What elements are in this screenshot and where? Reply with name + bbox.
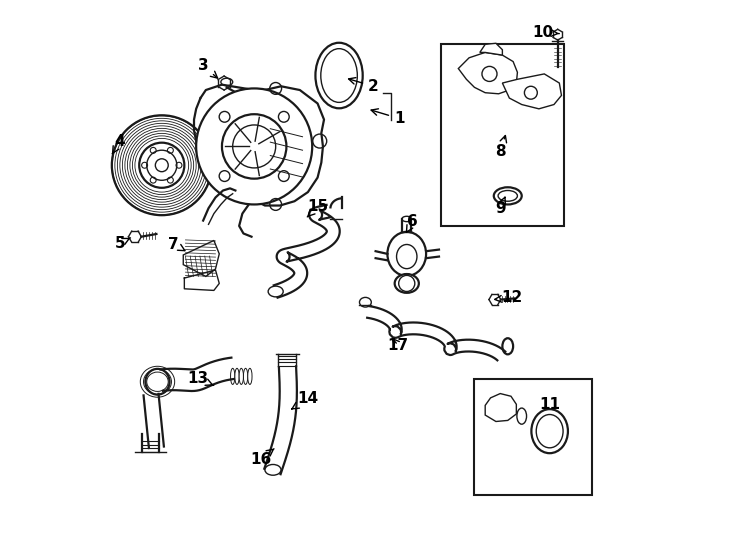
Text: 3: 3 xyxy=(198,58,217,78)
Text: 10: 10 xyxy=(533,25,559,40)
Ellipse shape xyxy=(265,464,281,475)
Text: 13: 13 xyxy=(187,371,214,386)
Ellipse shape xyxy=(235,368,239,384)
Polygon shape xyxy=(480,43,502,55)
Text: 14: 14 xyxy=(292,392,319,409)
Ellipse shape xyxy=(388,232,426,276)
Text: 2: 2 xyxy=(349,78,379,94)
Text: 9: 9 xyxy=(495,197,506,215)
Bar xyxy=(441,44,564,226)
Ellipse shape xyxy=(230,368,235,384)
Text: 6: 6 xyxy=(407,214,418,232)
Ellipse shape xyxy=(502,338,513,354)
Ellipse shape xyxy=(531,409,568,453)
Text: 11: 11 xyxy=(539,397,560,412)
Ellipse shape xyxy=(248,368,252,384)
Ellipse shape xyxy=(239,368,244,384)
Circle shape xyxy=(196,89,312,205)
Ellipse shape xyxy=(360,298,371,307)
Polygon shape xyxy=(485,394,516,422)
Text: 8: 8 xyxy=(495,136,506,159)
Text: 16: 16 xyxy=(250,449,274,467)
Polygon shape xyxy=(502,74,562,109)
Text: 5: 5 xyxy=(115,235,131,251)
Ellipse shape xyxy=(517,408,526,424)
Text: 1: 1 xyxy=(371,109,404,126)
Ellipse shape xyxy=(145,369,170,395)
Ellipse shape xyxy=(494,187,522,205)
Text: 12: 12 xyxy=(495,291,523,306)
Polygon shape xyxy=(458,52,517,94)
Text: 4: 4 xyxy=(112,133,126,154)
Text: 7: 7 xyxy=(168,237,185,252)
Text: 15: 15 xyxy=(307,199,328,217)
Bar xyxy=(474,379,592,495)
Text: 17: 17 xyxy=(388,338,409,353)
Ellipse shape xyxy=(244,368,248,384)
Ellipse shape xyxy=(395,274,419,293)
Circle shape xyxy=(222,114,286,179)
Polygon shape xyxy=(184,240,219,276)
